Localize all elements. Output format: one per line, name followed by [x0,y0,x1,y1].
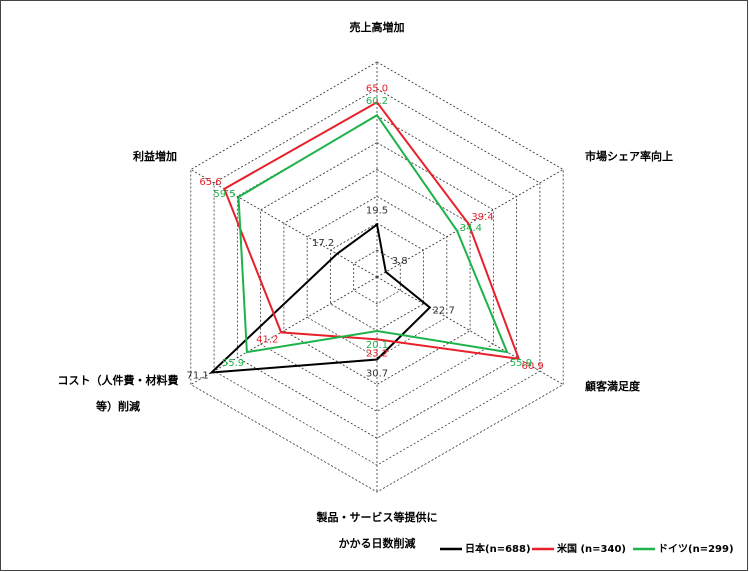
category-label: コスト（人件費・材料費 [58,373,179,387]
value-label: 59.5 [214,189,236,200]
grid-ring [283,169,471,385]
value-label: 30.7 [366,369,388,380]
series-line [237,113,509,354]
category-label: 製品・サービス等提供に [316,510,438,524]
legend-label: ドイツ(n=299) [658,543,734,555]
value-label: 23.2 [366,348,388,359]
category-label: 売上高増加 [350,20,405,34]
value-label: 22.7 [433,306,455,317]
category-label: 利益増加 [133,149,177,163]
legend-label: 米国 (n=340) [557,542,626,555]
grid-ring [190,61,564,493]
value-label: 41.2 [256,334,278,345]
series-line [223,101,521,361]
legend-label: 日本(n=688) [465,542,531,555]
value-label: 20.1 [366,340,388,351]
value-label: 39.4 [471,212,493,223]
category-label: 等）削減 [95,399,140,413]
value-label: 71.1 [187,371,209,382]
value-label: 65.6 [199,177,221,188]
value-label: 55.9 [222,358,244,369]
value-label: 65.0 [366,83,388,94]
value-label: 19.5 [366,206,388,217]
value-label: 60.9 [521,361,543,372]
value-label: 60.2 [366,96,388,107]
category-label: 顧客満足度 [585,379,641,393]
series-line [208,222,432,374]
grid-ring [353,249,401,305]
value-label: 34.4 [460,223,482,234]
category-label: かかる日数削減 [339,536,416,550]
value-label: 17.2 [312,238,334,249]
value-label: 55.9 [510,358,532,369]
category-label: 市場シェア率向上 [585,149,673,163]
value-label: 3.8 [392,256,408,267]
